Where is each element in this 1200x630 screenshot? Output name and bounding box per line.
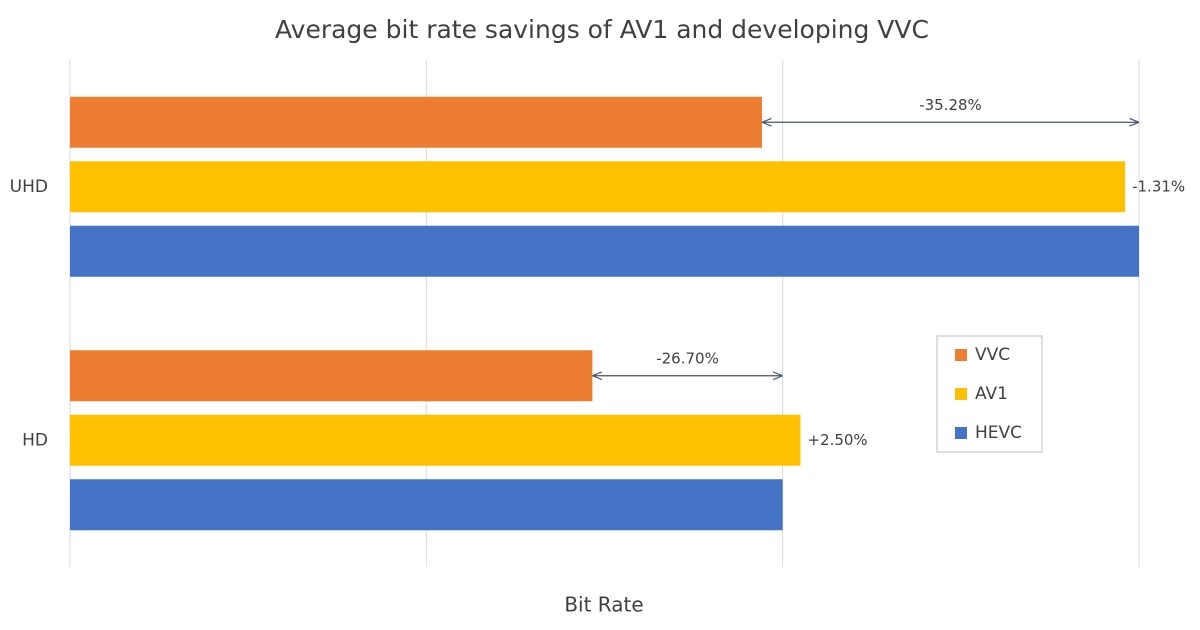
annotation: -35.28%: [919, 96, 982, 114]
bar: [70, 96, 762, 148]
chart-title: Average bit rate savings of AV1 and deve…: [275, 15, 929, 44]
legend-label: HEVC: [975, 423, 1022, 443]
y-tick-label: UHD: [10, 177, 48, 197]
x-axis-label: Bit Rate: [564, 593, 643, 617]
y-tick-label: HD: [22, 430, 48, 450]
annotation: -26.70%: [656, 349, 719, 367]
legend: VVC AV1 HEVC: [936, 335, 1043, 453]
legend-label: AV1: [975, 384, 1008, 404]
legend-box: [936, 335, 1043, 453]
annotation: -1.31%: [1132, 177, 1185, 195]
legend-label: VVC: [975, 345, 1010, 365]
bar: [70, 350, 593, 402]
bar: [70, 479, 783, 531]
bar: [70, 225, 1139, 277]
annotation: +2.50%: [807, 431, 867, 449]
legend-swatch: [955, 388, 967, 400]
bar: [70, 161, 1126, 213]
bar: [70, 414, 801, 466]
legend-swatch: [955, 349, 967, 361]
legend-swatch: [955, 427, 967, 439]
